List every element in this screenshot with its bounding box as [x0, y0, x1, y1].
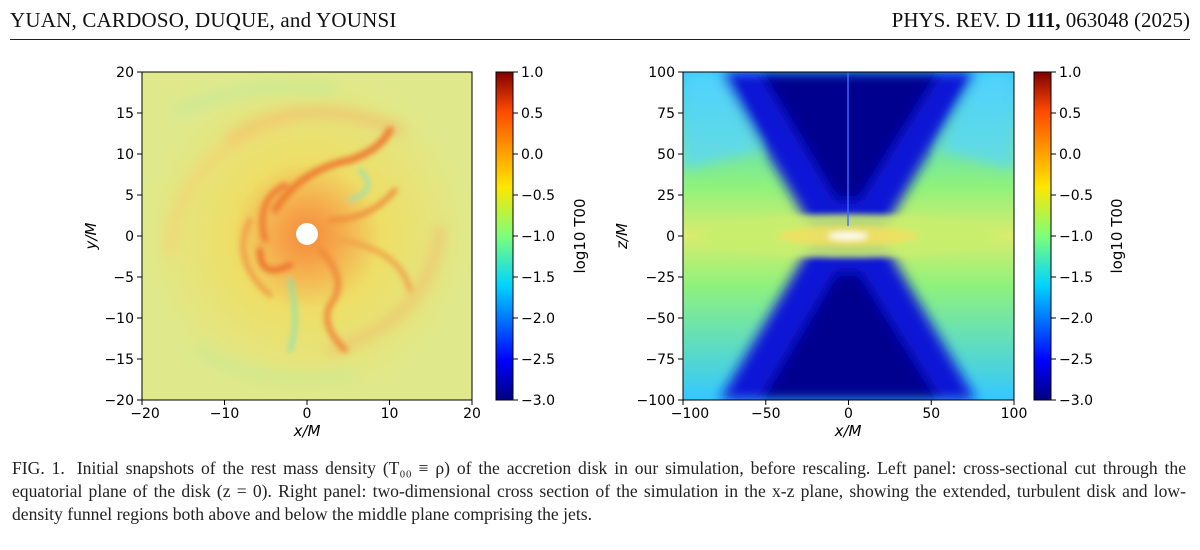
- right-y-tick-label: 75: [657, 106, 675, 122]
- left-y-tick-label: 15: [116, 106, 134, 122]
- right-colorbar-tick-label: −2.0: [1059, 311, 1093, 327]
- right-colorbar-tick-label: −0.5: [1059, 188, 1093, 204]
- right-y-tick-label: −100: [637, 393, 675, 409]
- left-x-tick-label: 20: [463, 406, 481, 422]
- figure-caption: FIG. 1. Initial snapshots of the rest mas…: [12, 457, 1186, 526]
- right-colorbar-tick-label: 1.0: [1059, 65, 1081, 81]
- right-x-tick-label: −50: [751, 406, 781, 422]
- right-x-tick-label: −100: [671, 406, 709, 422]
- right-y-tick-label: 25: [657, 188, 675, 204]
- right-colorbar-tick-label: −3.0: [1059, 393, 1093, 409]
- left-y-ticks: 20 15 10 5 0 −5 −10 −15 −20: [104, 65, 142, 409]
- left-x-tick-label: 10: [381, 406, 399, 422]
- right-y-tick-label: −50: [645, 311, 675, 327]
- left-y-axis-label: y/M: [82, 223, 100, 251]
- header-rule: [10, 39, 1190, 40]
- right-colorbar-tick-label: −1.0: [1059, 229, 1093, 245]
- right-y-ticks: 100 75 50 25 0 −25 −50 −75 −100: [637, 65, 683, 409]
- right-colorbar-tick-label: 0.0: [1059, 147, 1081, 163]
- right-colorbar-label: log10 T00: [1108, 199, 1126, 274]
- left-y-tick-label: 10: [116, 147, 134, 163]
- right-colorbar-tick-label: −2.5: [1059, 352, 1093, 368]
- left-colorbar-ticks: 1.0 0.5 0.0 −0.5 −1.0 −1.5 −2.0 −2.5 −3.…: [513, 65, 555, 409]
- left-y-tick-label: 5: [125, 188, 134, 204]
- right-y-tick-label: 0: [666, 229, 675, 245]
- excised-horizon: [296, 223, 318, 245]
- left-colorbar-tick-label: 0.5: [521, 106, 543, 122]
- right-x-tick-label: 50: [922, 406, 940, 422]
- left-x-ticks: −20 −10 0 10 20: [130, 400, 481, 422]
- caption-text: Initial snapshots of the rest mass densi…: [12, 458, 1187, 524]
- left-x-tick-label: 0: [303, 406, 312, 422]
- left-colorbar-tick-label: −2.0: [521, 311, 555, 327]
- left-y-tick-label: −10: [104, 311, 134, 327]
- right-colorbar: [1033, 71, 1052, 401]
- right-y-tick-label: 100: [648, 65, 675, 81]
- left-x-axis-label: x/M: [293, 422, 321, 440]
- left-y-tick-label: −20: [104, 393, 134, 409]
- left-panel-heatmap: [142, 72, 472, 400]
- right-x-axis-label: x/M: [834, 422, 862, 440]
- journal-reference: PHYS. REV. D 111, 063048 (2025): [892, 8, 1190, 33]
- right-colorbar-tick-label: −1.5: [1059, 270, 1093, 286]
- left-x-tick-label: −20: [130, 406, 160, 422]
- right-panel-heatmap: [683, 72, 1014, 400]
- left-y-tick-label: 0: [125, 229, 134, 245]
- right-y-tick-label: −75: [645, 352, 675, 368]
- left-y-tick-label: 20: [116, 65, 134, 81]
- left-colorbar-tick-label: −2.5: [521, 352, 555, 368]
- left-y-tick-label: −15: [104, 352, 134, 368]
- right-x-tick-label: 100: [1001, 406, 1028, 422]
- journal-volume: 111,: [1026, 8, 1061, 32]
- right-colorbar-ticks: 1.0 0.5 0.0 −0.5 −1.0 −1.5 −2.0 −2.5 −3.…: [1051, 65, 1093, 409]
- left-colorbar-tick-label: 1.0: [521, 65, 543, 81]
- right-x-ticks: −100 −50 0 50 100: [671, 400, 1028, 422]
- right-colorbar-tick-label: 0.5: [1059, 106, 1081, 122]
- author-list: YUAN, CARDOSO, DUQUE, and YOUNSI: [10, 8, 397, 32]
- right-y-tick-label: 50: [657, 147, 675, 163]
- left-colorbar-tick-label: −1.0: [521, 229, 555, 245]
- left-y-tick-label: −5: [113, 270, 134, 286]
- left-colorbar-label: log10 T00: [571, 199, 589, 274]
- caption-label: FIG. 1.: [12, 458, 65, 478]
- right-x-tick-label: 0: [844, 406, 853, 422]
- page-header: YUAN, CARDOSO, DUQUE, and YOUNSI PHYS. R…: [10, 6, 1190, 42]
- figure-1: 20 15 10 5 0 −5 −10 −15 −20 −20 −10 0 10…: [82, 65, 1126, 440]
- right-y-axis-label: z/M: [613, 223, 631, 250]
- left-colorbar-tick-label: −3.0: [521, 393, 555, 409]
- journal-name: PHYS. REV. D: [891, 8, 1027, 32]
- left-x-tick-label: −10: [210, 406, 240, 422]
- left-colorbar-tick-label: −0.5: [521, 188, 555, 204]
- article-number: 063048 (2025): [1060, 8, 1190, 32]
- left-colorbar-tick-label: −1.5: [521, 270, 555, 286]
- left-colorbar: [495, 71, 514, 401]
- left-colorbar-tick-label: 0.0: [521, 147, 543, 163]
- right-y-tick-label: −25: [645, 270, 675, 286]
